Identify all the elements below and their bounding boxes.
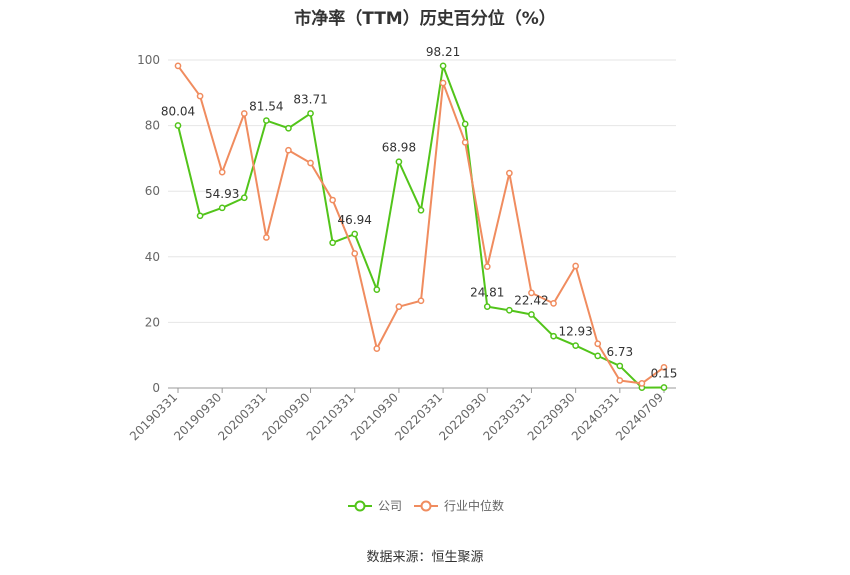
y-tick-label: 80	[145, 119, 160, 133]
data-label: 54.93	[205, 187, 239, 201]
company-point	[285, 124, 292, 132]
data-label: 68.98	[382, 141, 416, 155]
industry-median-point	[218, 168, 226, 176]
data-label: 0.15	[651, 367, 678, 381]
company-point	[351, 230, 359, 238]
label-layer: 80.04 54.93 81.54 83.71 46.94 68.98 98.21 24.81…	[161, 45, 678, 381]
legend-item-industry-median: 行业中位数	[414, 498, 504, 513]
industry-median-point	[550, 300, 557, 307]
data-label: 6.73	[606, 345, 633, 359]
company-point	[550, 332, 557, 340]
data-label: 81.54	[249, 100, 283, 114]
chart-title: 市净率（TTM）历史百分位（%）	[294, 9, 556, 29]
industry-median-point	[373, 345, 381, 352]
company-point	[483, 303, 491, 310]
company-point	[307, 110, 314, 117]
industry-median-point	[417, 297, 425, 305]
y-tick-label: 20	[145, 315, 160, 329]
data-label: 46.94	[338, 213, 372, 227]
data-label: 98.21	[426, 45, 460, 59]
company-point	[528, 311, 535, 318]
company-point	[461, 120, 469, 128]
industry-median-point	[329, 196, 336, 204]
company-point	[373, 286, 381, 293]
legend: 公司 行业中位数	[348, 498, 504, 513]
industry-median-point	[351, 250, 359, 257]
legend-swatch-marker	[354, 500, 366, 512]
industry-median-point	[616, 377, 624, 384]
company-point	[240, 194, 248, 202]
industry-median-point	[285, 146, 292, 154]
industry-median-point	[594, 340, 602, 348]
data-label: 24.81	[470, 286, 504, 300]
company-point	[395, 158, 403, 166]
legend-item-company: 公司	[348, 499, 402, 513]
data-label: 12.93	[558, 325, 592, 339]
company-line	[177, 64, 665, 389]
industry-median-point	[461, 138, 469, 146]
company-point	[594, 352, 602, 360]
company-point	[174, 122, 182, 129]
source-note: 数据来源：恒生聚源	[366, 550, 484, 565]
industry-median-point	[572, 262, 579, 270]
industry-median-point	[638, 380, 646, 387]
series-layer	[174, 62, 668, 392]
company-point	[417, 206, 425, 214]
y-tick-label: 40	[145, 250, 160, 264]
y-tick-label: 0	[152, 381, 160, 395]
industry-median-point	[660, 363, 668, 371]
y-tick-label: 60	[145, 184, 160, 198]
data-label: 80.04	[161, 104, 195, 118]
company-point	[196, 212, 204, 220]
company-point	[263, 117, 270, 124]
company-point	[572, 342, 579, 349]
industry-median-point	[240, 110, 248, 117]
company-point	[329, 239, 336, 247]
company-point	[506, 306, 513, 314]
industry-median-point	[506, 169, 513, 177]
data-label: 22.42	[514, 293, 548, 307]
data-label: 83.71	[293, 92, 327, 106]
legend-swatch-marker	[420, 500, 432, 512]
company-point	[616, 362, 624, 370]
industry-median-point	[307, 159, 314, 167]
industry-median-point	[174, 62, 182, 70]
industry-median-point	[528, 289, 535, 297]
industry-median-point	[196, 92, 204, 100]
company-point	[660, 384, 668, 391]
industry-median-point	[395, 303, 403, 311]
company-point	[439, 62, 447, 70]
industry-median-point	[439, 79, 447, 87]
industry-median-point	[483, 263, 491, 270]
legend-label: 公司	[378, 499, 402, 513]
x-tick-label: 20240709	[613, 390, 666, 443]
industry-median-point	[263, 234, 270, 241]
y-tick-label: 100	[137, 53, 160, 67]
company-point	[218, 204, 226, 212]
axis-layer: 0204060801002019033120190930202003312020…	[127, 53, 676, 443]
legend-label: 行业中位数	[444, 498, 504, 513]
